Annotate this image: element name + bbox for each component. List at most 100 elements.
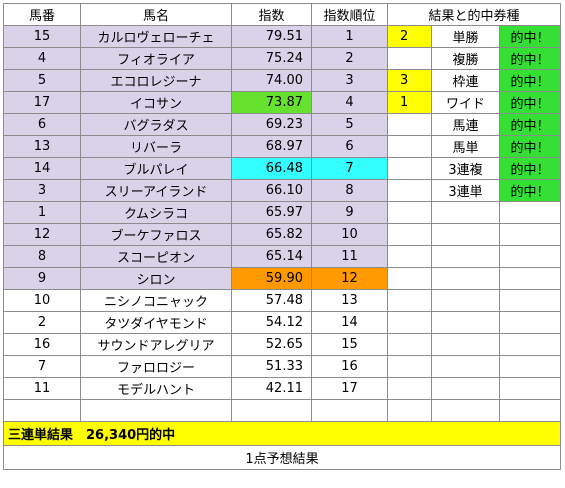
cell-bet-type: 単勝: [431, 25, 500, 48]
cell-result-position: [387, 135, 432, 158]
cell-horse-name: リバーラ: [80, 135, 232, 158]
cell-index: 69.23: [231, 113, 312, 136]
cell-horse-name: モデルハント: [80, 377, 232, 400]
horse-row: 5 エコロレジーナ 74.00 3 3 枠連 的中！: [3, 69, 561, 92]
cell-umaban: 3: [3, 179, 81, 202]
cell-umaban: 8: [3, 245, 81, 268]
cell-hit: 的中！: [499, 179, 561, 202]
cell-index: 52.65: [231, 333, 312, 356]
cell-result-position: [387, 311, 432, 334]
cell-result-position: 1: [387, 91, 432, 114]
horse-row: 13 リバーラ 68.97 6 馬単 的中！: [3, 135, 561, 158]
cell-index-rank: 1: [311, 25, 388, 48]
cell-bet-type: [431, 267, 500, 290]
cell-hit: [499, 311, 561, 334]
horse-row: 12 ブーケファロス 65.82 10: [3, 223, 561, 246]
cell-index-rank: 7: [311, 157, 388, 180]
cell-horse-name: ファロロジー: [80, 355, 232, 378]
cell-index: 65.97: [231, 201, 312, 224]
cell-index: 65.82: [231, 223, 312, 246]
cell-index-rank: 6: [311, 135, 388, 158]
cell-hit: [499, 289, 561, 312]
summary-text: 三連単結果 26,340円的中: [3, 421, 561, 446]
cell-hit: [499, 377, 561, 400]
header-index: 指数: [231, 3, 312, 26]
cell-hit: 的中！: [499, 91, 561, 114]
cell-result-position: [387, 157, 432, 180]
cell-bet-type: [431, 245, 500, 268]
cell-index-rank: 15: [311, 333, 388, 356]
cell-bet-type: [431, 311, 500, 334]
cell-result-position: [387, 223, 432, 246]
cell-result-position: 2: [387, 25, 432, 48]
cell-index-rank: 2: [311, 47, 388, 70]
cell-umaban: 15: [3, 25, 81, 48]
cell-index-rank: 14: [311, 311, 388, 334]
cell-bet-type: 3連単: [431, 179, 500, 202]
cell-umaban: 1: [3, 201, 81, 224]
horse-row: 4 フィオライア 75.24 2 複勝 的中！: [3, 47, 561, 70]
prediction-table: 馬番 馬名 指数 指数順位 結果と的中券種 15 カルロヴェローチェ 79.51 1 2…: [3, 3, 561, 470]
cell-result-position: [387, 267, 432, 290]
header-umaban: 馬番: [3, 3, 81, 26]
cell-horse-name: スリーアイランド: [80, 179, 232, 202]
cell-index: 75.24: [231, 47, 312, 70]
cell-index-rank: 17: [311, 377, 388, 400]
cell-result-position: [387, 47, 432, 70]
cell-bet-type: [431, 355, 500, 378]
blank-row: [3, 399, 561, 422]
cell-result-position: [387, 245, 432, 268]
cell-index-rank: 11: [311, 245, 388, 268]
cell-umaban: 4: [3, 47, 81, 70]
cell-hit: 的中！: [499, 25, 561, 48]
cell-index: 57.48: [231, 289, 312, 312]
header-result: 結果と的中券種: [387, 3, 561, 26]
horse-row: 16 サウンドアレグリア 52.65 15: [3, 333, 561, 356]
horse-row: 1 クムシラコ 65.97 9: [3, 201, 561, 224]
summary-row: 三連単結果 26,340円的中: [3, 421, 561, 446]
cell-index-rank: 8: [311, 179, 388, 202]
header-horse-name: 馬名: [80, 3, 232, 26]
cell-index: 54.12: [231, 311, 312, 334]
cell-umaban: 16: [3, 333, 81, 356]
cell-hit: [499, 267, 561, 290]
cell-result-position: [387, 333, 432, 356]
cell-bet-type: [431, 289, 500, 312]
cell-index: 51.33: [231, 355, 312, 378]
cell-hit: 的中！: [499, 157, 561, 180]
blank-cell: [231, 399, 312, 422]
cell-result-position: [387, 289, 432, 312]
cell-hit: [499, 223, 561, 246]
cell-horse-name: カルロヴェローチェ: [80, 25, 232, 48]
cell-bet-type: 複勝: [431, 47, 500, 70]
blank-cell: [431, 399, 500, 422]
cell-index-rank: 13: [311, 289, 388, 312]
cell-index-rank: 12: [311, 267, 388, 290]
cell-umaban: 10: [3, 289, 81, 312]
cell-result-position: [387, 179, 432, 202]
header-row: 馬番 馬名 指数 指数順位 結果と的中券種: [3, 3, 561, 26]
cell-hit: 的中！: [499, 47, 561, 70]
cell-umaban: 7: [3, 355, 81, 378]
cell-index: 74.00: [231, 69, 312, 92]
horse-row: 10 ニシノコニャック 57.48 13: [3, 289, 561, 312]
cell-result-position: 3: [387, 69, 432, 92]
cell-horse-name: イコサン: [80, 91, 232, 114]
header-index-rank: 指数順位: [311, 3, 388, 26]
cell-bet-type: [431, 377, 500, 400]
cell-horse-name: ブルパレイ: [80, 157, 232, 180]
cell-result-position: [387, 377, 432, 400]
cell-index: 65.14: [231, 245, 312, 268]
cell-index: 42.11: [231, 377, 312, 400]
cell-bet-type: [431, 201, 500, 224]
cell-result-position: [387, 355, 432, 378]
cell-index: 66.10: [231, 179, 312, 202]
cell-index-rank: 5: [311, 113, 388, 136]
horse-row: 6 バグラダス 69.23 5 馬連 的中！: [3, 113, 561, 136]
cell-hit: 的中！: [499, 135, 561, 158]
cell-index-rank: 9: [311, 201, 388, 224]
cell-index: 66.48: [231, 157, 312, 180]
cell-hit: [499, 245, 561, 268]
cell-index-rank: 10: [311, 223, 388, 246]
cell-horse-name: タツダイヤモンド: [80, 311, 232, 334]
